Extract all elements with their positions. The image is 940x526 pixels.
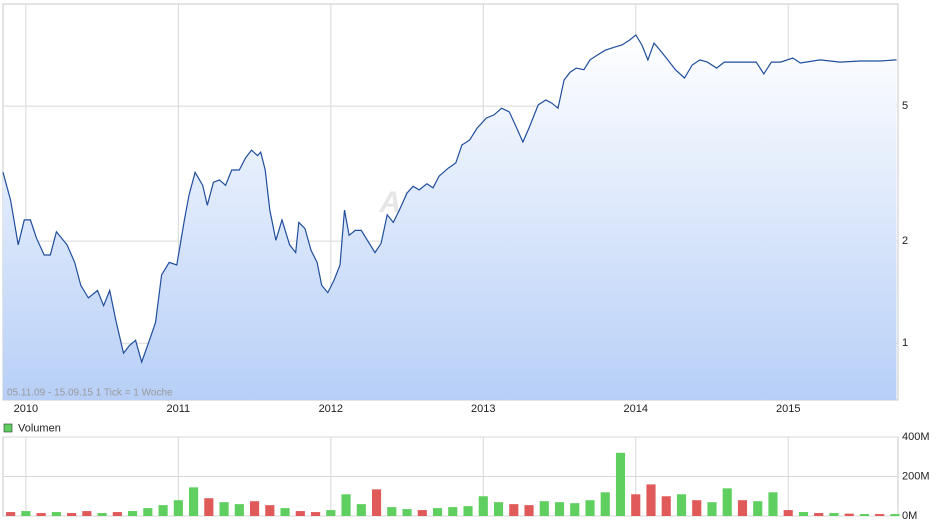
volume-bar [97, 513, 107, 516]
volume-bar [890, 514, 900, 516]
x-tick-label: 2013 [471, 403, 495, 415]
volume-bar [310, 512, 321, 516]
volume-bar [585, 500, 595, 516]
volume-bar [158, 505, 168, 516]
y-tick-label: 400M [902, 431, 930, 443]
y-tick-label: 0M [902, 510, 917, 522]
x-tick-label: 2012 [319, 403, 343, 415]
legend-label: Volumen [18, 422, 61, 434]
volume-bar [219, 502, 229, 516]
volume-bar [67, 513, 77, 516]
price-area [3, 35, 897, 400]
volume-bar [417, 510, 427, 516]
volume-bar [402, 509, 412, 516]
volume-bar [112, 512, 122, 516]
volume-bar [509, 504, 519, 516]
y-tick-label: 2 [902, 235, 908, 247]
volume-bar [21, 511, 31, 516]
volume-bar [250, 501, 260, 516]
volume-bar [143, 508, 153, 516]
volume-bar [463, 506, 473, 516]
volume-bar [844, 513, 854, 516]
volume-bar [570, 503, 580, 516]
volume-bar [478, 496, 488, 516]
volume-bar [829, 513, 839, 516]
volume-bar [539, 501, 549, 516]
volume-bar [189, 487, 199, 516]
x-tick-label: 2010 [14, 403, 38, 415]
volume-bar [234, 504, 244, 516]
volume-bar [173, 500, 183, 516]
y-tick-label: 5 [902, 100, 908, 112]
volume-bar [432, 508, 443, 516]
volume-bar [128, 511, 138, 516]
x-tick-label: 2011 [167, 403, 191, 415]
volume-bar [875, 514, 885, 516]
volume-bar [36, 513, 46, 516]
volume-bar [798, 512, 809, 516]
volume-bar [204, 498, 214, 516]
y-tick-label: 200M [902, 470, 930, 482]
volume-bar [615, 452, 626, 516]
x-tick-label: 2015 [776, 403, 800, 415]
price-line [2, 34, 897, 364]
price-panel: 201020112012201320142015125ARIVA.DE05.11… [2, 3, 908, 415]
volume-bar [265, 505, 275, 516]
y-tick-label: 1 [902, 337, 908, 349]
volume-bar [448, 507, 458, 516]
volume-bar [737, 500, 748, 516]
volume-bar [554, 502, 565, 516]
volume-bar [753, 501, 763, 516]
volume-bar [524, 505, 534, 516]
volume-bar [631, 494, 641, 516]
volume-bar [768, 492, 778, 516]
volume-bar [814, 513, 824, 516]
volume-bar [722, 488, 732, 516]
x-tick-label: 2014 [624, 403, 648, 415]
volume-bar [356, 504, 366, 516]
volume-bar [371, 489, 382, 516]
volume-bar [859, 514, 870, 516]
volume-bar [600, 492, 610, 516]
volume-bar [51, 512, 61, 516]
volume-bar [493, 502, 504, 516]
volume-bar [6, 512, 16, 516]
volume-bar [707, 502, 717, 516]
volume-bar [280, 508, 290, 516]
volume-bar [692, 500, 702, 516]
volume-bar [387, 507, 397, 516]
volume-bar [295, 511, 305, 516]
volume-bar [783, 510, 793, 516]
volume-bar [341, 494, 351, 516]
range-note: 05.11.09 - 15.09.15 1 Tick = 1 Woche [7, 388, 173, 399]
legend-swatch [3, 423, 13, 433]
volume-bar [646, 484, 656, 516]
volume-bar [326, 510, 336, 516]
volume-bar [82, 511, 92, 516]
volume-bar [661, 496, 671, 516]
volume-panel: 0M 200M 400M [2, 431, 930, 522]
volume-bar [676, 494, 687, 516]
